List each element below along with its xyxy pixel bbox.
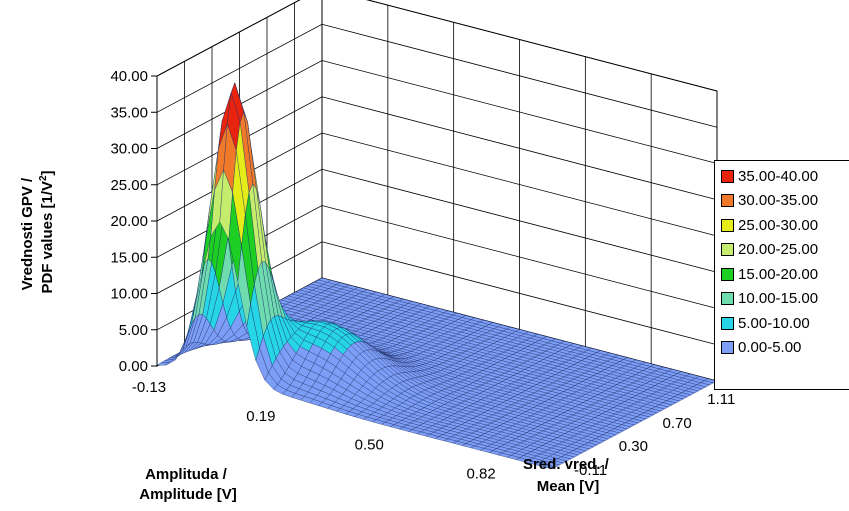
z-tick-label: 35.00: [110, 104, 148, 121]
z-tick-label: 0.00: [119, 358, 148, 375]
legend-swatch: [721, 316, 734, 330]
z-axis-ticks: 0.00 5.00 10.00 15.00 20.00 25.00 30.00 35.00 40…: [110, 68, 157, 375]
y-axis-ticks: -0.11 0.30 0.70 1.11: [574, 391, 735, 479]
x-tick-label: -0.13: [132, 379, 166, 396]
legend-swatch: [721, 292, 734, 306]
y-tick-label: -0.11: [574, 462, 607, 479]
x-tick-label: 0.50: [355, 436, 384, 453]
z-tick-label: 30.00: [110, 141, 148, 158]
legend-swatch: [721, 218, 734, 232]
legend-label: 25.00-30.00: [738, 216, 819, 234]
legend-swatch: [721, 267, 734, 281]
x-tick-label: 0.19: [246, 408, 275, 425]
surface-plot: [156, 82, 718, 470]
legend-item: 20.00-25.00: [715, 238, 849, 263]
legend-item: 15.00-20.00: [715, 262, 849, 287]
x-axis-ticks: -0.13 0.19 0.50 0.82: [132, 379, 496, 483]
legend-label: 10.00-15.00: [738, 290, 819, 308]
legend-label: 5.00-10.00: [738, 314, 810, 332]
legend-swatch: [721, 169, 734, 183]
legend: 35.00-40.00 30.00-35.00 25.00-30.00 20.00-2…: [714, 160, 849, 390]
y-tick-label: 1.11: [707, 391, 735, 408]
z-tick-label: 40.00: [110, 68, 148, 85]
legend-label: 20.00-25.00: [738, 241, 819, 259]
y-axis-title: Sred. vred. / Mean [V]: [523, 456, 613, 495]
legend-item: 0.00-5.00: [715, 336, 849, 361]
legend-item: 10.00-15.00: [715, 287, 849, 312]
legend-swatch: [721, 194, 734, 208]
z-tick-label: 15.00: [110, 249, 148, 266]
z-tick-label: 25.00: [110, 177, 148, 194]
x-axis-title: Amplituda / Amplitude [V]: [139, 466, 237, 503]
legend-item: 5.00-10.00: [715, 311, 849, 336]
x-tick-label: 0.82: [466, 466, 495, 483]
legend-label: 0.00-5.00: [738, 339, 802, 357]
y-tick-label: 0.30: [619, 438, 648, 455]
z-tick-label: 10.00: [110, 286, 148, 303]
legend-swatch: [721, 341, 734, 355]
legend-label: 35.00-40.00: [738, 167, 819, 185]
z-axis-title: Vrednosti GPV / PDF values [1/V2]: [19, 170, 56, 293]
z-tick-label: 5.00: [119, 322, 148, 339]
legend-label: 30.00-35.00: [738, 192, 819, 210]
legend-label: 15.00-20.00: [738, 265, 819, 283]
surface-cell: [542, 464, 557, 470]
legend-item: 35.00-40.00: [715, 164, 849, 189]
legend-item: 30.00-35.00: [715, 189, 849, 214]
legend-item: 25.00-30.00: [715, 213, 849, 238]
y-tick-label: 0.70: [663, 415, 692, 432]
legend-swatch: [721, 243, 734, 257]
chart-walls: [156, 0, 718, 382]
z-tick-label: 20.00: [110, 213, 148, 230]
